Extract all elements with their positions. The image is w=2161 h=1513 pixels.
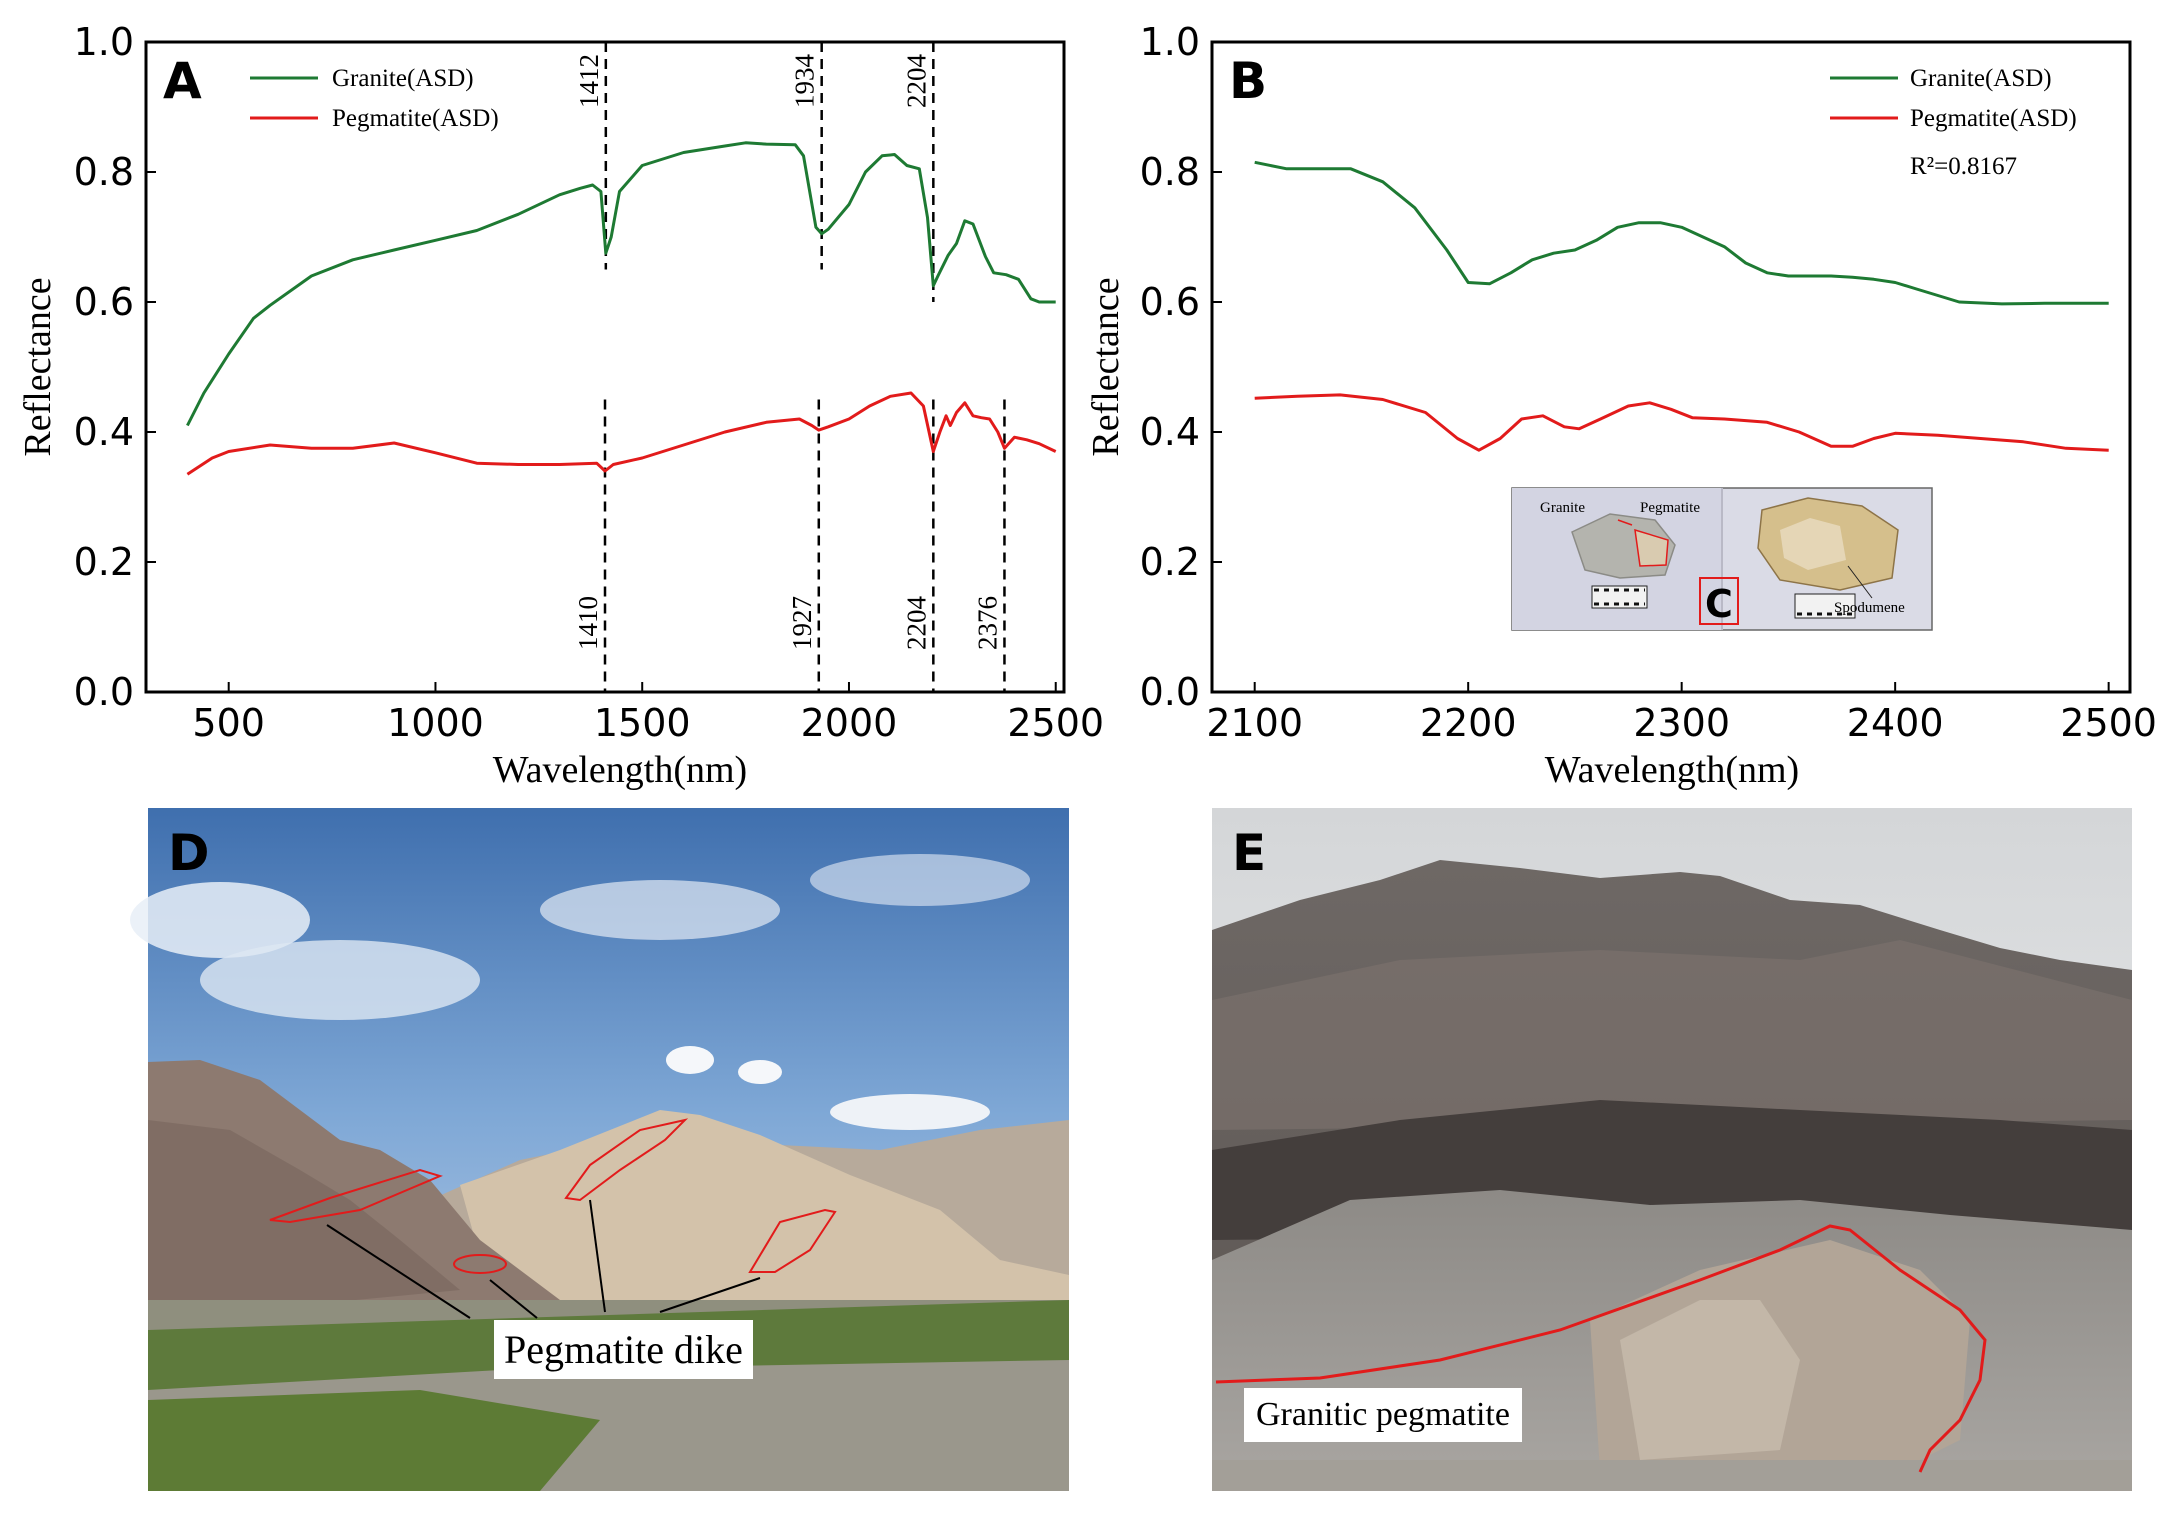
x-tick-label-a: 2500 bbox=[1007, 701, 1104, 745]
series-line-granite-asd-b bbox=[1254, 160, 2109, 306]
band-marker-label: 1410 bbox=[573, 596, 603, 650]
axis-label-x-a: Wavelength(nm) bbox=[493, 749, 747, 791]
inset-label-granite: Granite bbox=[1540, 500, 1585, 516]
sample-photo-inset-c: Granite Pegmatite Spodumene C bbox=[1511, 487, 1933, 631]
inset-label-spodumene: Spodumene bbox=[1834, 600, 1905, 616]
y-tick-label-b: 0.8 bbox=[1140, 150, 1200, 194]
band-marker-label: 1927 bbox=[787, 596, 817, 650]
panel-letter-e: E bbox=[1232, 824, 1266, 882]
legend-label-pegmatite-a: Pegmatite(ASD) bbox=[332, 105, 499, 132]
series-line-granite-asd-a bbox=[186, 141, 1056, 427]
x-tick-label-a: 2000 bbox=[801, 701, 898, 745]
band-marker-label: 1934 bbox=[790, 54, 820, 109]
legend-b: Granite(ASD) Pegmatite(ASD) R²=0.8167 bbox=[1830, 65, 2077, 180]
x-tick-label-a: 1500 bbox=[594, 701, 691, 745]
axis-label-y-a: Reflectance bbox=[17, 277, 59, 456]
inset-label-pegmatite: Pegmatite bbox=[1640, 500, 1700, 516]
field-photo-d: D bbox=[130, 808, 1069, 1491]
band-marker-label: 2376 bbox=[972, 596, 1002, 650]
y-tick-label-a: 0.8 bbox=[74, 150, 134, 194]
series-line-pegmatite-asd-b bbox=[1254, 393, 2109, 452]
photo-label-pegmatite-dike: Pegmatite dike bbox=[494, 1320, 753, 1379]
series-group-b bbox=[1254, 160, 2109, 452]
axis-label-x-b: Wavelength(nm) bbox=[1545, 749, 1799, 791]
band-marker-label: 1412 bbox=[574, 54, 604, 108]
panel-letter-b: B bbox=[1229, 52, 1267, 110]
x-tick-label-b: 2300 bbox=[1633, 701, 1730, 745]
y-tick-label-a: 0.2 bbox=[74, 540, 134, 584]
y-tick-label-a: 0.6 bbox=[74, 280, 134, 324]
x-tick-label-a: 1000 bbox=[387, 701, 484, 745]
chart-panel-a: 500 1000 1500 2000 2500 0.0 0.2 0.4 0.6 0.8 1.0 14… bbox=[17, 20, 1104, 791]
band-annotations-a: 1412 1934 2204 1410 1927 2204 2376 bbox=[573, 42, 1006, 692]
x-tick-label-b: 2100 bbox=[1206, 701, 1303, 745]
legend-label-pegmatite-b: Pegmatite(ASD) bbox=[1910, 105, 2077, 132]
y-tick-label-a: 0.0 bbox=[74, 670, 134, 714]
axis-ticks-a: 500 1000 1500 2000 2500 0.0 0.2 0.4 0.6 0.8 1.0 bbox=[74, 20, 1105, 745]
r-squared-label: R²=0.8167 bbox=[1910, 153, 2017, 180]
inset-c-frame bbox=[1699, 577, 1739, 625]
panel-letter-d: D bbox=[168, 824, 210, 882]
chart-panel-b: 2100 2200 2300 2400 2500 0.0 0.2 0.4 0.6 0.8 1.0 B… bbox=[1085, 20, 2157, 791]
axis-label-y-b: Reflectance bbox=[1085, 277, 1127, 456]
legend-a: Granite(ASD) Pegmatite(ASD) bbox=[250, 65, 499, 132]
axis-ticks-b: 2100 2200 2300 2400 2500 0.0 0.2 0.4 0.6 0.8 1.0 bbox=[1140, 20, 2157, 745]
plot-frame-b bbox=[1210, 40, 2132, 694]
y-tick-label-a: 0.4 bbox=[74, 410, 134, 454]
x-tick-label-b: 2200 bbox=[1420, 701, 1517, 745]
photo-label-granitic-pegmatite: Granitic pegmatite bbox=[1244, 1388, 1522, 1442]
band-marker-label: 2204 bbox=[901, 54, 931, 109]
panel-letter-c: C bbox=[1705, 582, 1733, 626]
band-marker-label: 2204 bbox=[901, 596, 931, 651]
y-tick-label-a: 1.0 bbox=[74, 20, 134, 64]
series-group-a bbox=[186, 141, 1057, 476]
y-tick-label-b: 1.0 bbox=[1140, 20, 1200, 64]
y-tick-label-b: 0.0 bbox=[1140, 670, 1200, 714]
series-line-pegmatite-asd-a bbox=[186, 391, 1057, 476]
y-tick-label-b: 0.2 bbox=[1140, 540, 1200, 584]
x-tick-label-a: 500 bbox=[192, 701, 265, 745]
x-tick-label-b: 2400 bbox=[1847, 701, 1944, 745]
y-tick-label-b: 0.6 bbox=[1140, 280, 1200, 324]
legend-label-granite-a: Granite(ASD) bbox=[332, 65, 474, 92]
y-tick-label-b: 0.4 bbox=[1140, 410, 1200, 454]
panel-letter-a: A bbox=[163, 52, 202, 110]
x-tick-label-b: 2500 bbox=[2060, 701, 2157, 745]
legend-label-granite-b: Granite(ASD) bbox=[1910, 65, 2052, 92]
